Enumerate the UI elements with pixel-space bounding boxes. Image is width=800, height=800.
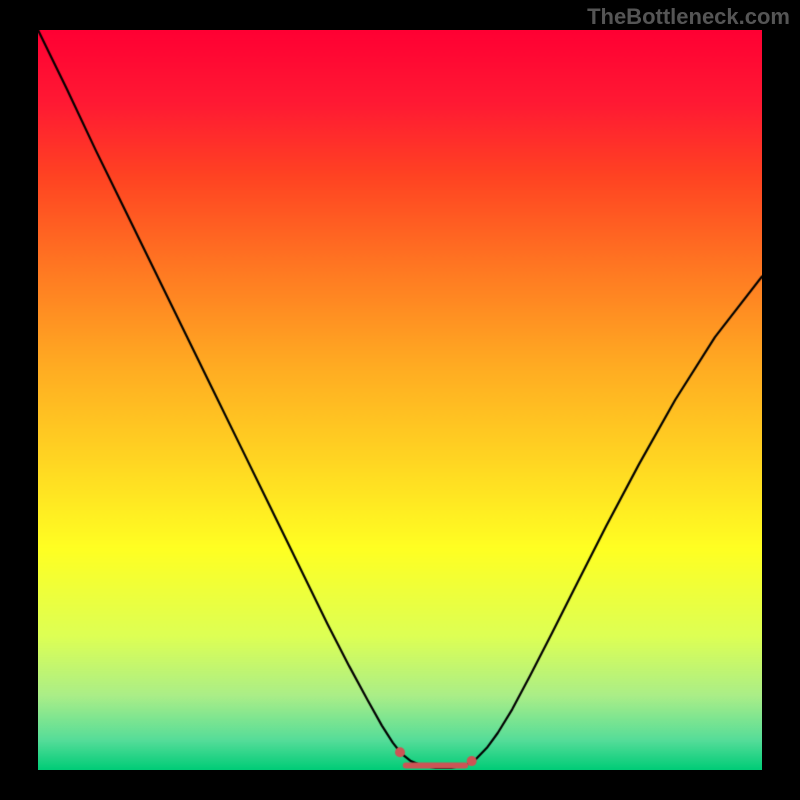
chart-root: TheBottleneck.com [0, 0, 800, 800]
plot-area [38, 30, 762, 770]
plot-canvas [38, 30, 762, 770]
watermark-text: TheBottleneck.com [587, 4, 790, 30]
